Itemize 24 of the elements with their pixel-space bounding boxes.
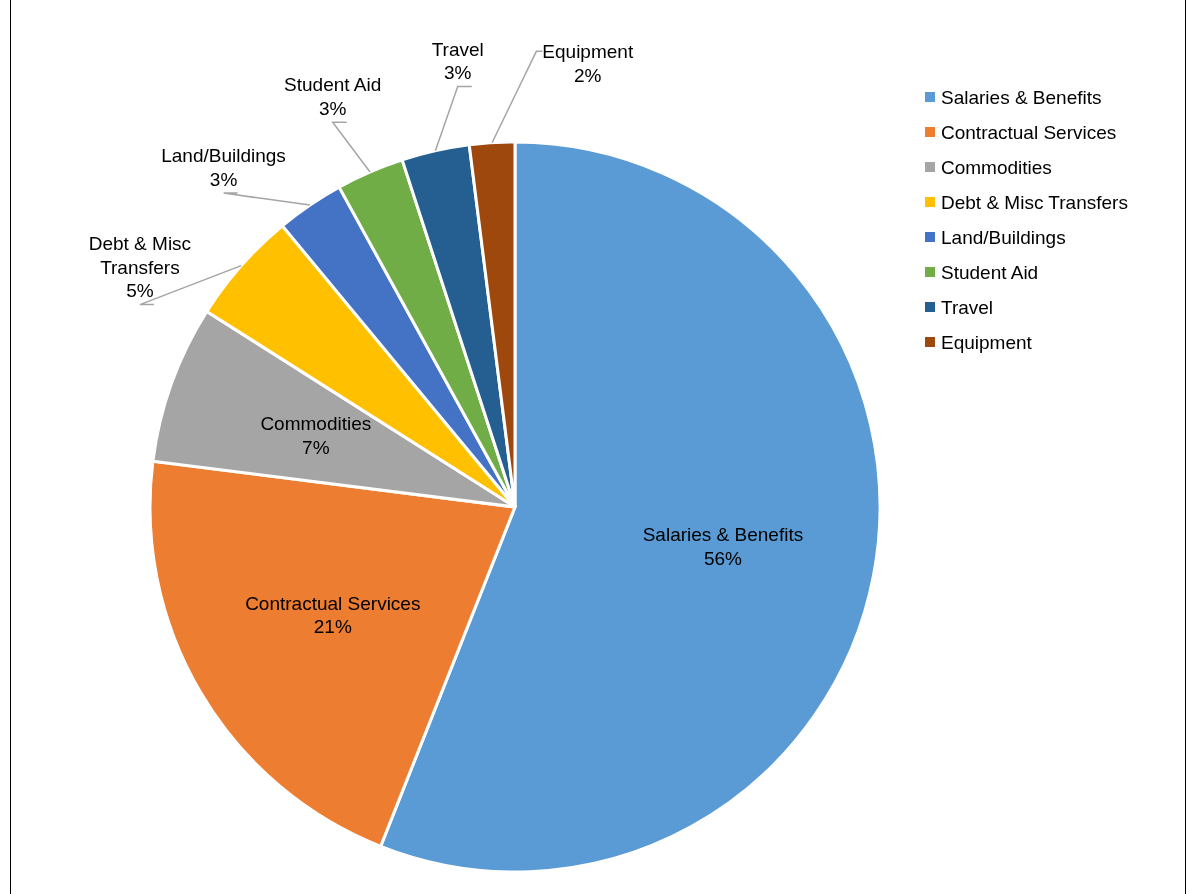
slice-label: Land/Buildings bbox=[161, 145, 286, 167]
data-label: 3% bbox=[209, 168, 238, 190]
slice-label: Commodities bbox=[260, 413, 372, 435]
slice-label: Contractual Services bbox=[245, 592, 421, 614]
data-label: 3% bbox=[318, 98, 347, 120]
legend-label: Contractual Services bbox=[941, 122, 1117, 143]
slice-label: Travel bbox=[431, 38, 484, 60]
data-label: 2% bbox=[574, 64, 602, 86]
data-label: 56% bbox=[703, 548, 743, 570]
legend-label: Equipment bbox=[941, 332, 1033, 353]
legend-label: Debt & Misc Transfers bbox=[941, 192, 1128, 213]
legend-label: Land/Buildings bbox=[941, 227, 1066, 248]
slice-label: Debt & Misc Transfers bbox=[88, 232, 192, 278]
legend-label: Salaries & Benefits bbox=[941, 87, 1102, 108]
data-label: 21% bbox=[313, 616, 352, 638]
data-label: 7% bbox=[302, 436, 330, 458]
slice-label: Salaries & Benefits bbox=[642, 524, 804, 546]
legend-label: Travel bbox=[941, 297, 994, 318]
data-label: 5% bbox=[126, 280, 154, 302]
slice-label: Student Aid bbox=[284, 74, 382, 96]
data-label: 3% bbox=[443, 62, 472, 84]
slice-label: Equipment bbox=[542, 40, 634, 62]
legend-label: Student Aid bbox=[941, 262, 1039, 283]
legend-label: Commodities bbox=[941, 157, 1052, 178]
